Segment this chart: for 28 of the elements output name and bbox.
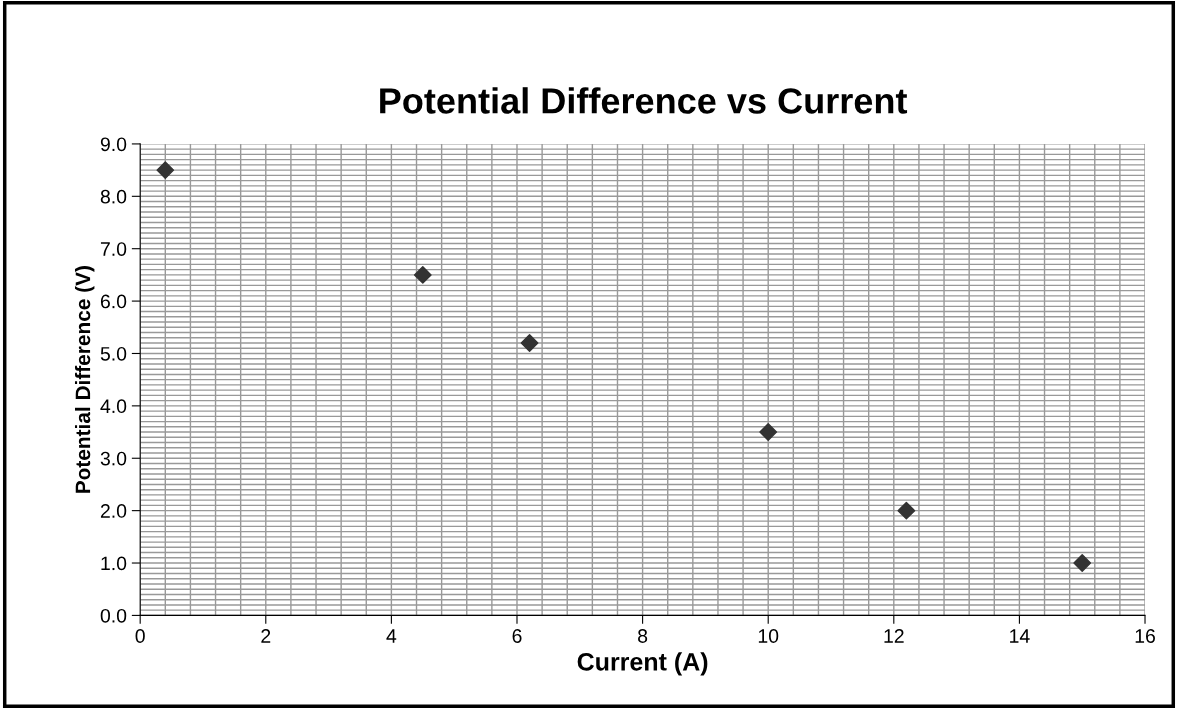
y-tick-label: 5.0 — [100, 346, 127, 361]
point — [413, 265, 432, 284]
x-tick-label: 4 — [386, 629, 397, 643]
x-tick-label: 16 — [1135, 629, 1155, 643]
chart-title: Potential Difference vs Current — [380, 87, 908, 114]
point — [156, 161, 175, 180]
x-tick-label: 14 — [1010, 629, 1030, 643]
y-tick-label: 2.0 — [100, 504, 127, 518]
x-tick-label: 8 — [638, 629, 648, 643]
y-tick-label: 4.0 — [100, 399, 127, 414]
y-tick-label: 3.0 — [100, 451, 127, 466]
x-tick-label: 6 — [512, 629, 522, 643]
point — [897, 501, 916, 520]
x-tick-label: 12 — [884, 629, 904, 643]
point — [759, 423, 778, 441]
y-tick-label: 9.0 — [100, 137, 127, 152]
y-tick-label: 8.0 — [100, 189, 127, 204]
y-tick-label: 1.0 — [101, 556, 127, 571]
y-tick-label: 6.0 — [100, 294, 127, 309]
y-tick-label: 0.0 — [100, 608, 127, 623]
point — [520, 334, 539, 352]
x-tick-label: 10 — [758, 629, 779, 643]
point — [1073, 554, 1092, 572]
y-tick-label: 7.0 — [100, 242, 127, 256]
x-axis-title: Current (A) — [577, 652, 708, 676]
y-axis-title: Potential Difference (V) — [74, 266, 95, 493]
x-tick-label: 2 — [261, 629, 271, 643]
x-tick-label: 0 — [135, 629, 145, 643]
